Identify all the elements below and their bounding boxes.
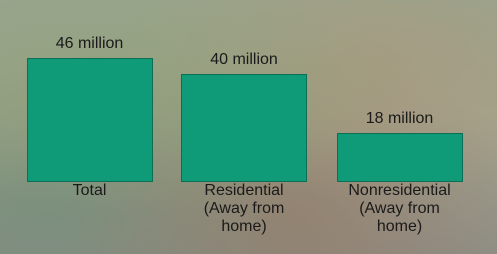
value-label: 18 million [330,110,470,128]
chart: 46 million Total 40 million Residential (Aw… [0,0,497,254]
bar [27,58,153,182]
category-label: Total [31,182,149,200]
value-label: 46 million [20,35,160,53]
category-label: Nonresidential (Away from home) [341,182,459,236]
value-label: 40 million [174,51,314,69]
category-label: Residential (Away from home) [185,182,303,236]
bar [181,74,307,182]
bar [337,133,463,182]
